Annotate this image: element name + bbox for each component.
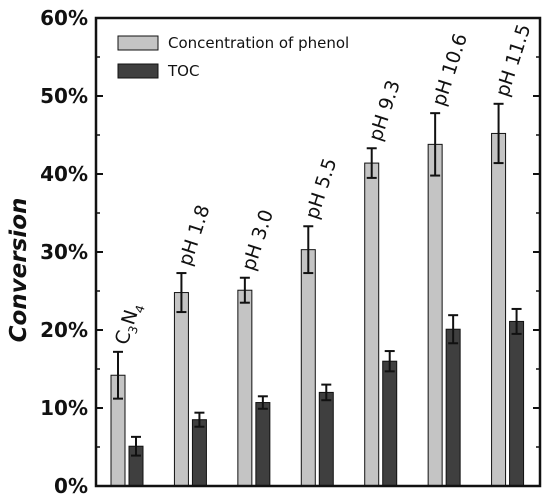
category-label-0: C3N4	[111, 300, 148, 348]
category-label-1: pH 1.8	[174, 202, 214, 268]
bar-toc-4	[382, 360, 398, 487]
error-bars-layer	[113, 102, 522, 457]
bar-phenol-2	[237, 289, 253, 487]
y-tick-label-60: 60%	[40, 6, 88, 30]
bar-phenol-6	[491, 132, 507, 487]
bar-phenol-3	[300, 249, 316, 487]
bar-phenol-4	[364, 162, 380, 487]
y-tick-label-20: 20%	[40, 318, 88, 342]
category-label-2: pH 3.0	[238, 207, 278, 273]
legend-label-phenol: Concentration of phenol	[168, 34, 349, 52]
bar-toc-3	[318, 391, 334, 487]
legend-swatch-phenol	[117, 35, 159, 51]
axes: 0% 10% 20% 30% 40% 50% 60%	[40, 6, 542, 498]
bar-phenol-1	[173, 292, 189, 487]
y-tick-label-50: 50%	[40, 84, 88, 108]
bar-toc-2	[255, 402, 271, 487]
bars-layer	[110, 132, 525, 487]
y-tick-label-40: 40%	[40, 162, 88, 186]
legend-swatch-toc	[117, 63, 159, 79]
category-label-6: pH 11.5	[491, 21, 535, 99]
y-axis-label: Conversion	[6, 198, 32, 343]
bar-toc-6	[509, 320, 525, 487]
category-label-4: pH 9.3	[365, 77, 405, 143]
y-tick-label-10: 10%	[40, 396, 88, 420]
category-label-5: pH 10.6	[428, 31, 472, 109]
plot-frame	[94, 16, 542, 488]
bar-phenol-5	[427, 143, 443, 487]
y-tick-label-30: 30%	[40, 240, 88, 264]
legend: Concentration of phenol TOC	[117, 34, 349, 80]
bar-toc-1	[191, 419, 207, 487]
legend-label-toc: TOC	[167, 62, 199, 80]
category-label-3: pH 5.5	[301, 155, 341, 221]
bar-toc-5	[445, 328, 461, 487]
y-tick-label-0: 0%	[54, 474, 88, 498]
